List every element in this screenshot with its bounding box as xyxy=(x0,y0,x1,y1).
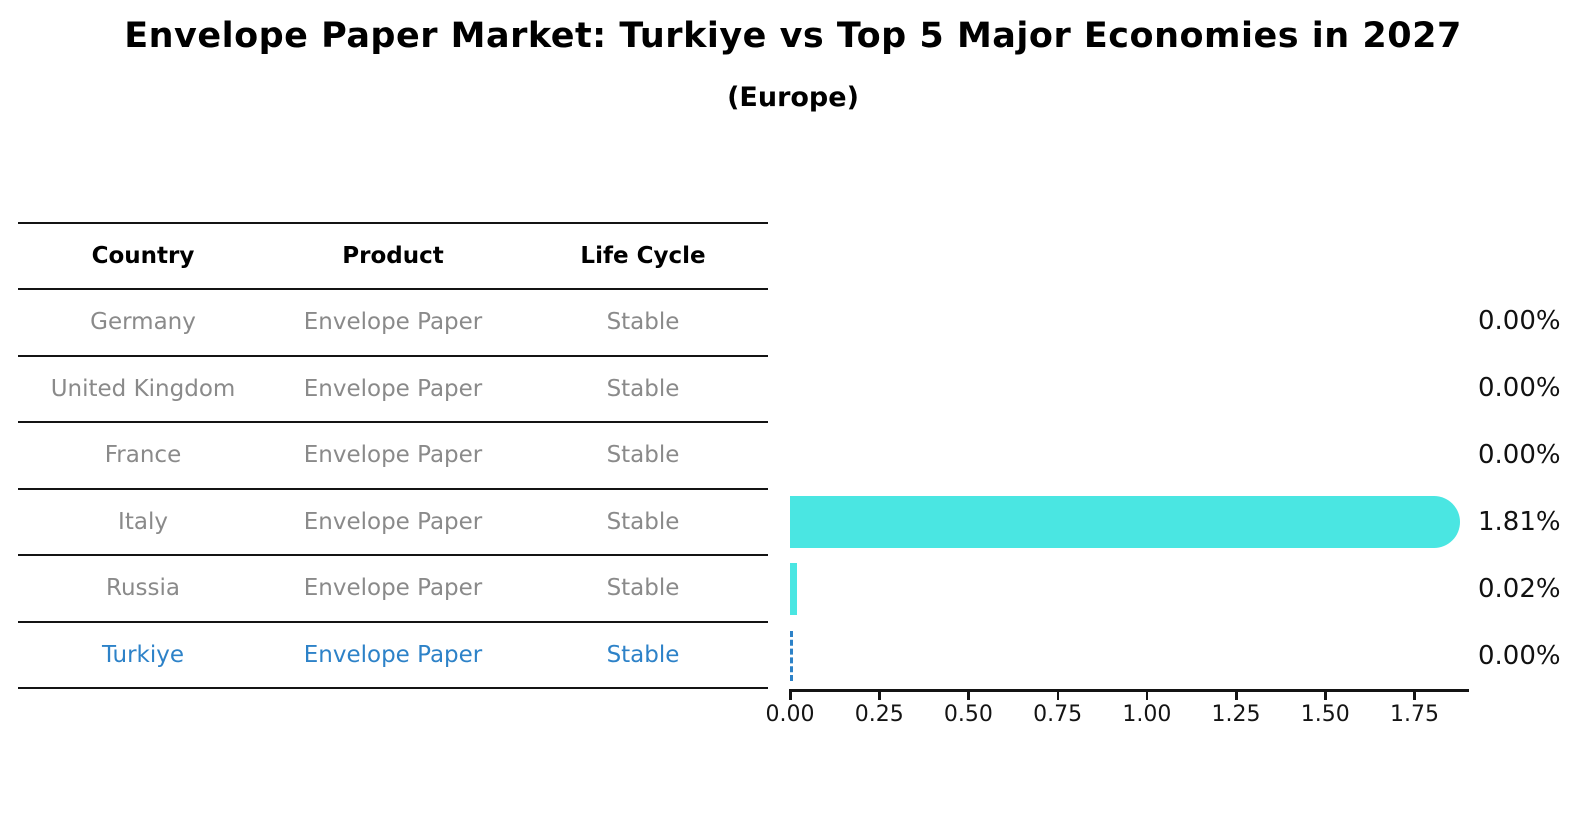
x-tick-label: 1.25 xyxy=(1211,702,1261,727)
bar-value-label: 0.00% xyxy=(1478,439,1561,470)
x-tick-mark xyxy=(1235,692,1238,700)
x-axis-line xyxy=(789,689,1469,692)
x-tick-label: 0.50 xyxy=(943,702,993,727)
life-cycle-cell: Stable xyxy=(606,442,680,469)
column-header-life-cycle: Life Cycle xyxy=(580,243,706,269)
x-axis: 0.00 0.25 0.50 0.75 1.00 1.25 1.50 1.75 xyxy=(766,690,1469,745)
highlight-zero-bar xyxy=(790,631,793,682)
country-cell: Italy xyxy=(118,508,168,535)
table-row-united-kingdom: United Kingdom Envelope Paper Stable xyxy=(18,357,768,423)
x-tick-label: 0.00 xyxy=(765,702,815,727)
bar-value-label: 0.00% xyxy=(1478,641,1561,672)
product-cell: Envelope Paper xyxy=(303,375,483,402)
life-cycle-cell: Stable xyxy=(606,641,680,668)
x-tick-mark xyxy=(789,692,792,700)
x-tick-mark xyxy=(1324,692,1327,700)
table-row-germany: Germany Envelope Paper Stable xyxy=(18,290,768,357)
bar-value-label: 0.02% xyxy=(1478,574,1561,605)
x-tick-label: 1.75 xyxy=(1389,702,1439,727)
table-row-russia: Russia Envelope Paper Stable xyxy=(18,556,768,623)
plot-area xyxy=(790,287,1468,690)
life-cycle-cell: Stable xyxy=(606,575,680,602)
country-cell: France xyxy=(104,442,182,469)
column-header-product: Product xyxy=(342,243,444,269)
life-cycle-cell: Stable xyxy=(606,508,680,535)
bar xyxy=(790,496,1460,549)
x-tick-label: 1.00 xyxy=(1122,702,1172,727)
column-header-country: Country xyxy=(91,243,195,269)
chart-title: Envelope Paper Market: Turkiye vs Top 5 … xyxy=(124,16,1462,56)
bar xyxy=(790,563,798,616)
chart-subtitle: (Europe) xyxy=(727,82,859,113)
country-table: Country Product Life Cycle Germany Envel… xyxy=(18,222,768,689)
product-cell: Envelope Paper xyxy=(303,442,483,469)
x-tick-mark xyxy=(1145,692,1149,700)
x-tick-mark xyxy=(1056,692,1060,700)
x-tick-label: 1.50 xyxy=(1300,702,1350,727)
table-row-italy: Italy Envelope Paper Stable xyxy=(18,490,768,556)
product-cell: Envelope Paper xyxy=(303,575,483,602)
table-header-row: Country Product Life Cycle xyxy=(18,224,768,290)
table-row-france: France Envelope Paper Stable xyxy=(18,423,768,490)
x-tick-mark xyxy=(1413,692,1416,700)
x-tick-label: 0.75 xyxy=(1033,702,1083,727)
bar-value-label: 0.00% xyxy=(1478,305,1561,336)
value-labels: 0.00% 0.00% 0.00% 1.81% 0.02% 0.00% xyxy=(1478,287,1578,690)
country-cell: Russia xyxy=(106,575,180,602)
product-cell: Envelope Paper xyxy=(303,641,483,668)
x-tick-mark xyxy=(967,692,970,700)
x-tick-mark xyxy=(878,692,881,700)
x-tick-label: 0.25 xyxy=(854,702,904,727)
product-cell: Envelope Paper xyxy=(303,508,483,535)
country-cell: Turkiye xyxy=(101,641,185,668)
table-row-turkiye: Turkiye Envelope Paper Stable xyxy=(18,623,768,689)
country-cell: United Kingdom xyxy=(50,375,236,402)
life-cycle-cell: Stable xyxy=(606,309,680,336)
product-cell: Envelope Paper xyxy=(303,309,483,336)
bar-value-label: 1.81% xyxy=(1478,507,1561,538)
country-cell: Germany xyxy=(90,309,196,336)
bar-value-label: 0.00% xyxy=(1478,372,1561,403)
life-cycle-cell: Stable xyxy=(606,375,680,402)
